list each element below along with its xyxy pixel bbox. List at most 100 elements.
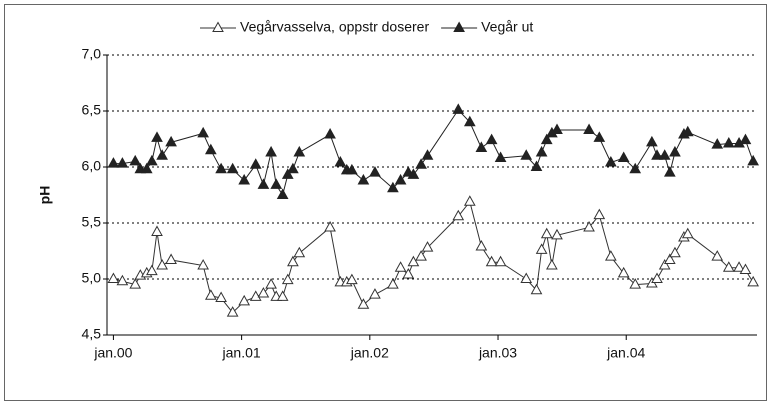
point xyxy=(387,278,399,289)
point xyxy=(116,157,129,168)
point xyxy=(681,227,694,239)
point xyxy=(520,149,533,160)
point xyxy=(475,239,488,251)
point xyxy=(293,145,306,157)
point xyxy=(407,255,420,267)
point xyxy=(415,158,427,169)
point xyxy=(485,133,498,145)
point xyxy=(129,154,142,166)
point xyxy=(463,115,476,127)
point xyxy=(249,290,262,301)
point xyxy=(257,287,270,298)
x-tick-label: jan.03 xyxy=(478,345,517,361)
point xyxy=(249,158,262,169)
point xyxy=(407,168,420,179)
point xyxy=(197,259,210,270)
point xyxy=(215,291,227,303)
point xyxy=(140,162,153,174)
point xyxy=(739,133,752,145)
point xyxy=(257,178,270,189)
point xyxy=(535,243,548,254)
point xyxy=(387,181,399,193)
point xyxy=(107,157,120,168)
point xyxy=(593,131,606,142)
point xyxy=(669,145,681,157)
point xyxy=(116,274,129,286)
point xyxy=(129,278,142,289)
point xyxy=(722,136,735,148)
x-tick-label: jan.02 xyxy=(350,345,389,361)
y-tick-label: 5,5 xyxy=(82,214,102,230)
point xyxy=(146,154,158,166)
point xyxy=(651,272,663,283)
x-tick-label: jan.01 xyxy=(222,345,261,361)
point xyxy=(265,145,277,157)
point xyxy=(357,173,370,185)
point xyxy=(747,275,760,287)
point xyxy=(681,125,694,137)
point xyxy=(711,138,724,149)
point xyxy=(287,255,299,267)
point xyxy=(711,250,724,261)
point xyxy=(722,261,735,272)
point xyxy=(520,272,533,283)
point xyxy=(238,173,251,185)
point xyxy=(334,155,347,167)
y-tick-label: 5,0 xyxy=(82,270,102,286)
point xyxy=(394,261,407,272)
point xyxy=(215,162,227,174)
point xyxy=(204,289,217,300)
point xyxy=(646,135,658,147)
point xyxy=(739,263,752,275)
point xyxy=(369,288,381,299)
point xyxy=(494,151,507,163)
point xyxy=(583,123,595,135)
point xyxy=(324,220,336,232)
point xyxy=(530,283,543,295)
point xyxy=(593,208,606,220)
point xyxy=(346,273,358,285)
point xyxy=(270,178,283,189)
point xyxy=(663,253,676,264)
point xyxy=(293,246,306,258)
point xyxy=(530,160,543,171)
y-axis-label: pH xyxy=(37,186,53,205)
point xyxy=(452,103,465,114)
point xyxy=(146,264,158,276)
point xyxy=(276,290,289,301)
x-tick-label: jan.04 xyxy=(606,345,645,361)
y-tick-label: 4,5 xyxy=(82,326,102,342)
point xyxy=(494,255,507,267)
point xyxy=(651,149,663,160)
point xyxy=(415,250,427,261)
point xyxy=(394,173,407,185)
legend-marker xyxy=(212,21,224,32)
point xyxy=(151,131,163,142)
point xyxy=(357,298,370,309)
point xyxy=(276,188,289,199)
point xyxy=(369,166,381,177)
point xyxy=(658,149,671,160)
point xyxy=(540,133,553,145)
point xyxy=(551,123,563,135)
point xyxy=(156,149,168,160)
frame xyxy=(4,4,767,401)
legend-marker xyxy=(453,21,465,32)
point xyxy=(204,143,217,155)
point xyxy=(452,209,465,221)
point xyxy=(281,273,294,285)
point xyxy=(226,162,239,174)
point xyxy=(265,278,277,289)
point xyxy=(485,255,498,267)
point xyxy=(629,162,642,174)
point xyxy=(551,228,563,240)
point xyxy=(281,168,294,179)
point xyxy=(546,259,558,270)
point xyxy=(346,163,358,175)
point xyxy=(604,250,617,261)
point xyxy=(733,261,745,272)
y-tick-label: 6,0 xyxy=(82,158,102,174)
point xyxy=(197,126,210,138)
point xyxy=(324,127,336,139)
